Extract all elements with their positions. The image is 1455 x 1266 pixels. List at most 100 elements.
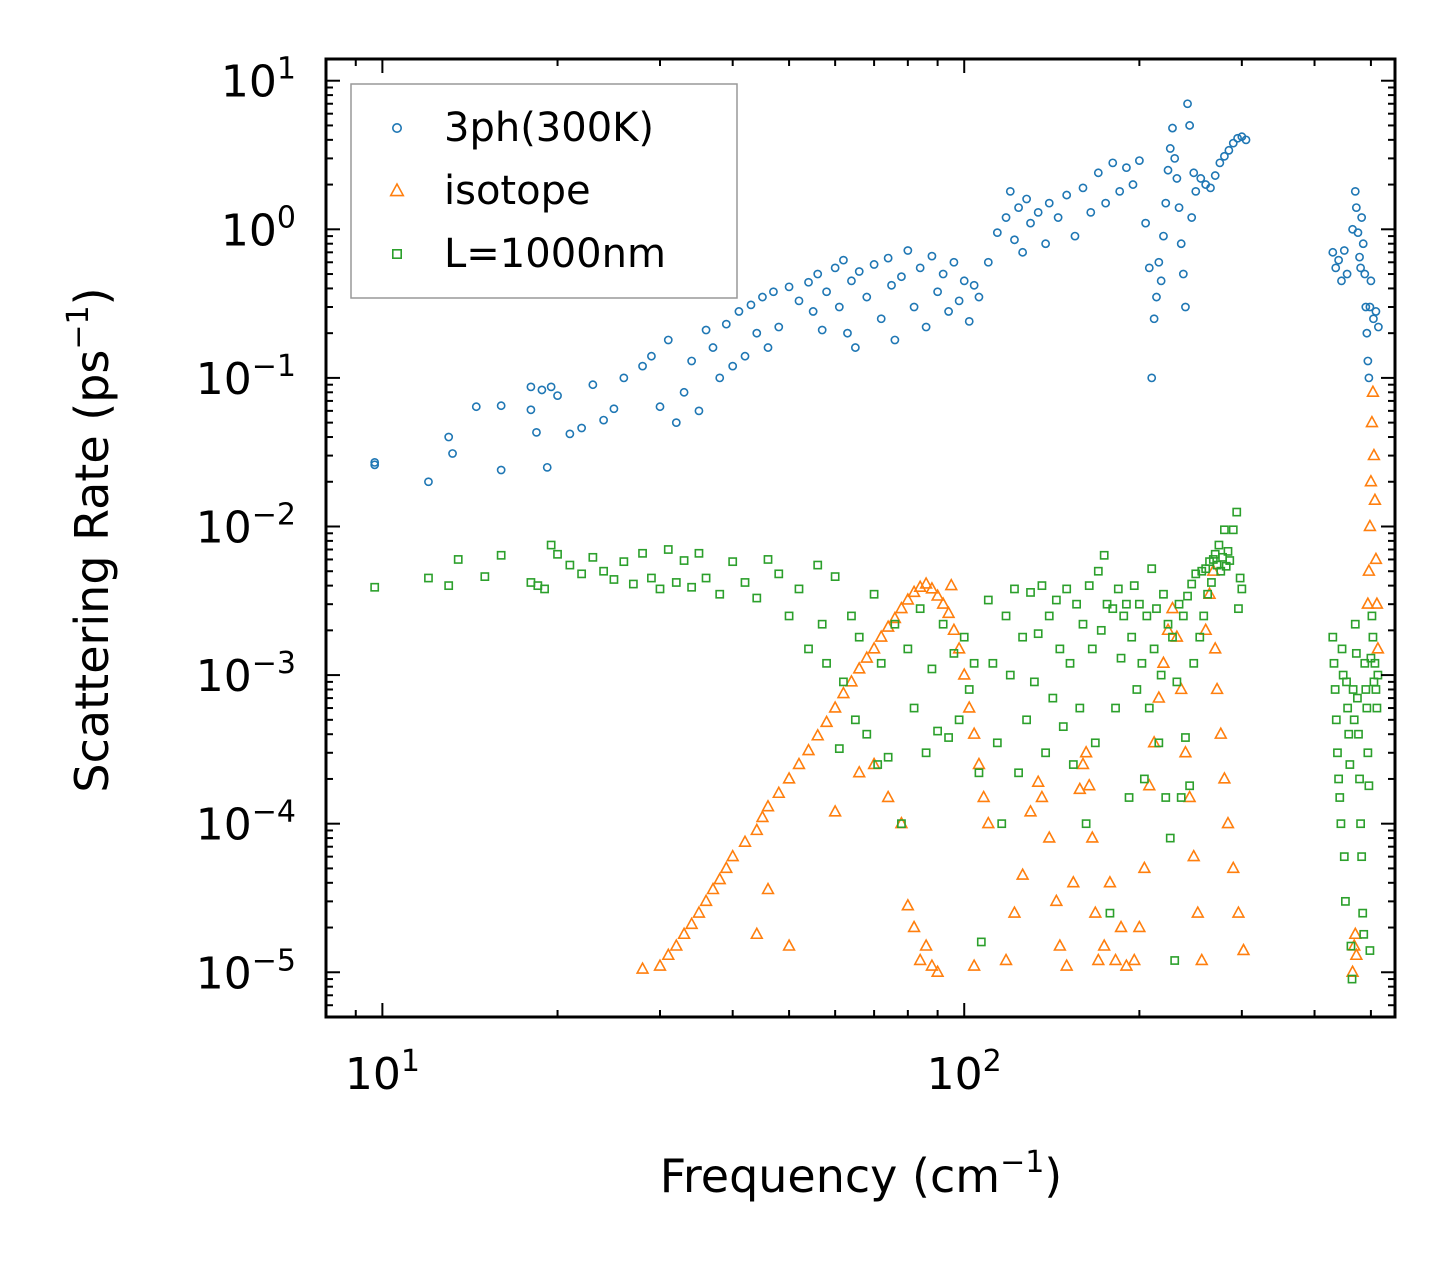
data-point	[1353, 693, 1362, 703]
data-point	[1041, 239, 1051, 249]
data-point	[740, 351, 750, 361]
data-point	[701, 573, 711, 583]
data-point	[1195, 632, 1205, 642]
data-point	[553, 391, 562, 401]
data-point	[876, 658, 886, 668]
data-point	[1062, 190, 1072, 200]
data-point	[1336, 819, 1346, 829]
data-point	[1015, 867, 1030, 880]
data-point	[972, 756, 986, 770]
data-point	[828, 700, 842, 713]
data-point	[453, 555, 463, 564]
data-point	[1356, 819, 1366, 829]
data-point	[1232, 507, 1242, 517]
data-point	[1354, 729, 1363, 739]
data-point	[1018, 632, 1028, 642]
data-point	[1206, 563, 1221, 576]
data-point	[1035, 789, 1049, 803]
y-axis-label: Scattering Rate (ps−1)	[61, 287, 119, 792]
legend-label-3ph: 3ph(300K)	[444, 105, 654, 151]
data-point	[1350, 619, 1360, 629]
data-point	[901, 592, 915, 605]
data-point	[1328, 247, 1338, 257]
data-point	[1350, 186, 1360, 196]
data-point	[1357, 852, 1367, 862]
data-point	[817, 325, 827, 335]
data-point	[1233, 133, 1242, 143]
data-point	[1156, 670, 1166, 680]
data-point	[887, 280, 896, 290]
data-point	[1334, 774, 1344, 784]
data-point	[1068, 760, 1078, 769]
data-point	[1225, 556, 1235, 565]
data-point	[1134, 599, 1144, 609]
data-point	[1105, 908, 1115, 918]
data-point	[930, 964, 945, 977]
data-point	[1174, 203, 1184, 212]
data-point	[663, 335, 673, 345]
data-point	[1079, 745, 1093, 758]
data-point	[1196, 174, 1206, 183]
data-point	[1127, 632, 1137, 642]
data-point	[424, 477, 433, 487]
data-point	[1187, 213, 1197, 222]
data-point	[1001, 213, 1011, 222]
data-point	[1159, 589, 1168, 599]
data-point	[1093, 566, 1103, 576]
data-point	[1142, 778, 1157, 791]
data-point	[813, 269, 823, 279]
data-point	[1159, 231, 1168, 241]
data-point	[1207, 578, 1216, 587]
data-point	[546, 382, 556, 392]
data-point	[1356, 263, 1366, 273]
data-point	[1361, 302, 1371, 312]
data-point	[1026, 218, 1035, 228]
data-point	[1051, 595, 1061, 605]
data-point	[1152, 292, 1161, 302]
data-point	[1223, 546, 1233, 556]
data-point	[964, 685, 974, 694]
data-point	[1328, 632, 1338, 642]
data-point	[1058, 722, 1068, 732]
data-point	[1007, 905, 1022, 918]
data-point	[480, 572, 490, 582]
data-point	[1181, 733, 1190, 742]
data-point	[1347, 974, 1357, 984]
data-point	[957, 667, 971, 680]
tick-labels: 101 102 10−5 10−4 10−3 10−2 10−1 100 101	[196, 52, 1002, 1100]
data-point	[1168, 123, 1177, 133]
data-point	[782, 938, 796, 951]
data-point	[1371, 641, 1385, 654]
data-point	[1014, 203, 1023, 212]
data-point	[1070, 231, 1080, 241]
data-point	[719, 860, 734, 874]
data-point	[1103, 875, 1117, 888]
data-point	[1090, 738, 1100, 748]
data-point	[1363, 356, 1373, 366]
data-point	[1330, 685, 1340, 694]
data-point	[496, 401, 506, 411]
data-point	[1367, 611, 1377, 621]
y-tick-label: 10−1	[196, 349, 296, 405]
data-point	[907, 919, 921, 933]
y-tick-label: 10−4	[196, 795, 296, 851]
data-point	[1224, 145, 1234, 155]
data-point	[1124, 793, 1134, 802]
data-point	[609, 575, 619, 584]
data-point	[959, 632, 969, 642]
data-point	[1001, 611, 1011, 621]
data-point	[671, 578, 681, 587]
data-point	[862, 292, 872, 302]
data-point	[1215, 158, 1225, 168]
data-point	[925, 958, 939, 971]
data-point	[1351, 203, 1361, 212]
data-point	[1348, 926, 1363, 940]
data-point	[1364, 373, 1374, 383]
y-tick-label: 10−3	[196, 646, 296, 702]
data-point	[1134, 156, 1144, 165]
data-point	[1358, 908, 1368, 918]
data-point	[1072, 599, 1081, 609]
data-point	[913, 579, 927, 592]
data-point	[850, 715, 860, 725]
data-point	[1342, 677, 1351, 687]
